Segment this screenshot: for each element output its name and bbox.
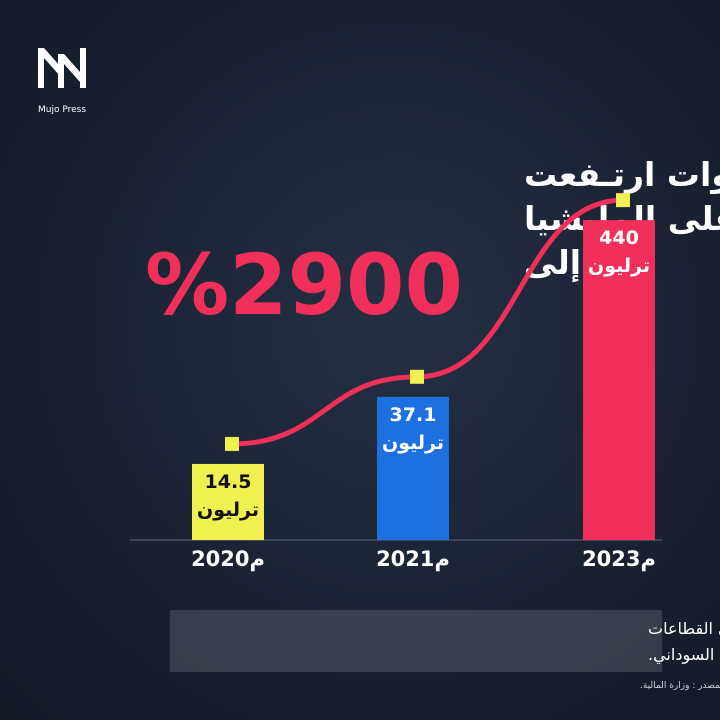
value-label: 14.5 [205,471,252,493]
value-label: 37.1 [390,404,437,426]
value-label: 440 [599,227,639,249]
unit-label: ترليون [197,499,259,521]
bar [583,220,655,540]
footer-line: يتم دفع هذه الاموال من جيب المواطن خصما … [648,619,720,639]
trend-line [229,197,626,447]
x-tick-label: 2021م [376,547,450,571]
highlight: %2900 [145,236,463,334]
bar [192,463,264,540]
trend-marker [616,193,630,208]
footer-line: ذات الأولوية في حياة الشعب السوداني. [648,644,720,665]
footer-box [170,610,662,672]
brand: Mujo Press [38,105,86,115]
logo [38,48,86,88]
x-tick-label: 2023م [582,547,656,571]
bar [377,396,449,540]
unit-label: ترليون [382,432,444,454]
unit-label: ترليون [588,255,650,277]
x-tick-label: 2020م [191,547,265,571]
trend-marker [410,369,424,384]
trend-marker [225,436,239,451]
title-line: في ثلاث سنوات ارتـفعت [524,155,720,195]
source: - المصدر : وزارة المالية. [640,681,720,691]
